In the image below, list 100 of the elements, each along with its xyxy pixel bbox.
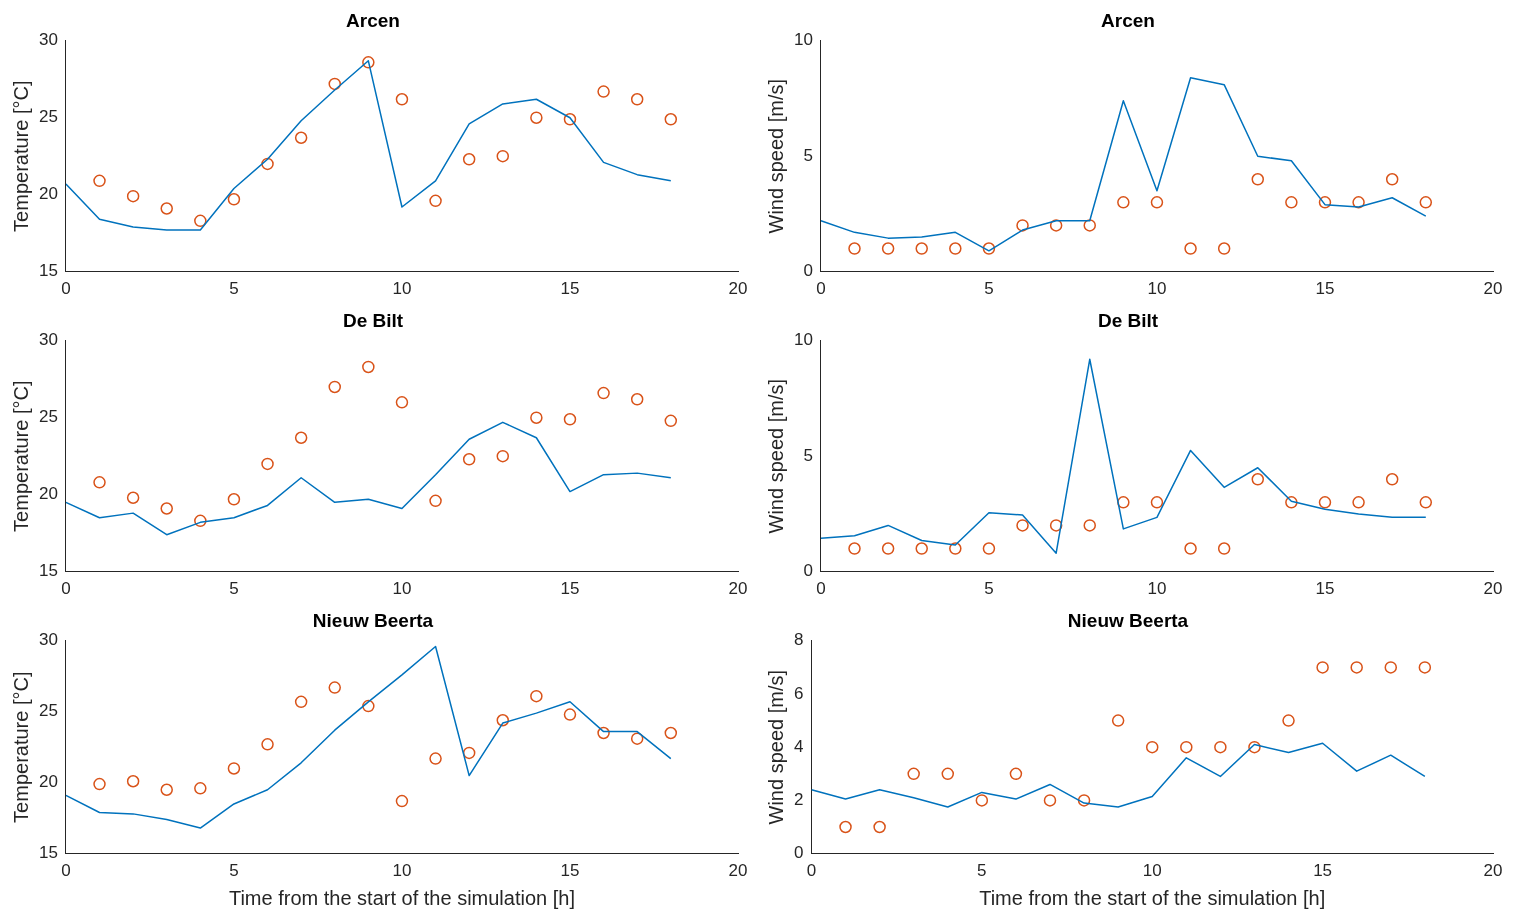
x-tick-label: 0 bbox=[61, 579, 71, 599]
point bbox=[949, 542, 962, 555]
y-tick-label: 20 bbox=[38, 184, 58, 204]
point bbox=[630, 732, 644, 745]
point bbox=[1352, 196, 1365, 209]
point bbox=[126, 189, 140, 203]
point bbox=[429, 194, 442, 208]
x-tick-label: 20 bbox=[1483, 579, 1503, 599]
point bbox=[839, 820, 852, 834]
point bbox=[1285, 196, 1298, 209]
point bbox=[462, 153, 476, 166]
point bbox=[1318, 496, 1332, 509]
point bbox=[630, 393, 644, 406]
point bbox=[294, 695, 308, 709]
chart-title: Nieuw Beerta bbox=[1067, 609, 1189, 631]
x-tick-label: 0 bbox=[816, 279, 826, 299]
point bbox=[194, 214, 207, 228]
point bbox=[597, 85, 610, 98]
point bbox=[227, 493, 241, 506]
x-tick-label: 15 bbox=[1313, 861, 1333, 881]
point bbox=[848, 242, 861, 255]
point bbox=[873, 820, 886, 834]
point bbox=[194, 514, 207, 528]
x-axis-title: Time from the start of the simulation [h] bbox=[228, 886, 575, 909]
x-tick-label: 5 bbox=[977, 861, 987, 881]
chart-title: De Bilt bbox=[342, 309, 404, 331]
y-tick-label: 25 bbox=[38, 107, 58, 127]
y-tick-label: 10 bbox=[793, 30, 813, 50]
point bbox=[941, 767, 955, 781]
y-tick-label: 30 bbox=[38, 630, 58, 650]
point bbox=[530, 411, 543, 424]
point bbox=[975, 794, 989, 807]
point bbox=[429, 752, 442, 765]
point bbox=[261, 457, 274, 471]
point bbox=[881, 542, 895, 555]
point bbox=[93, 777, 106, 791]
x-tick-label: 20 bbox=[1483, 279, 1503, 299]
point bbox=[1184, 542, 1197, 555]
x-tick-label: 15 bbox=[1315, 579, 1335, 599]
point bbox=[1150, 496, 1164, 509]
point bbox=[1248, 740, 1261, 754]
point bbox=[261, 738, 274, 751]
point bbox=[1117, 496, 1130, 509]
x-tick-label: 5 bbox=[984, 279, 994, 299]
point bbox=[1418, 661, 1432, 674]
y-tick-label: 5 bbox=[803, 445, 813, 465]
point bbox=[160, 502, 173, 515]
y-tick-label: 0 bbox=[793, 843, 804, 863]
y-tick-label: 2 bbox=[793, 790, 804, 810]
point bbox=[1145, 740, 1159, 754]
point bbox=[664, 726, 678, 740]
y-tick-label: 15 bbox=[38, 843, 58, 863]
point bbox=[1083, 519, 1096, 532]
point bbox=[1282, 714, 1295, 727]
x-tick-label: 5 bbox=[229, 279, 239, 299]
point bbox=[664, 113, 678, 126]
y-tick-label: 30 bbox=[38, 330, 58, 350]
y-tick-label: 0 bbox=[803, 561, 813, 581]
point bbox=[1049, 519, 1063, 532]
point bbox=[93, 476, 106, 489]
point bbox=[664, 414, 678, 428]
y-tick-label: 10 bbox=[793, 330, 813, 350]
x-tick-label: 5 bbox=[229, 861, 239, 881]
point bbox=[1016, 219, 1029, 232]
x-tick-label: 10 bbox=[1147, 579, 1167, 599]
point bbox=[160, 783, 173, 797]
point bbox=[93, 174, 106, 188]
point bbox=[1419, 196, 1433, 209]
x-tick-label: 20 bbox=[728, 579, 748, 599]
point bbox=[1150, 196, 1164, 209]
point bbox=[982, 242, 996, 255]
chart-title: Arcen bbox=[1101, 9, 1155, 31]
point bbox=[261, 157, 274, 171]
x-tick-label: 10 bbox=[1147, 279, 1167, 299]
x-tick-label: 15 bbox=[560, 279, 580, 299]
point bbox=[1217, 542, 1231, 555]
point bbox=[294, 131, 308, 144]
point bbox=[1111, 714, 1125, 727]
point bbox=[915, 242, 928, 255]
point bbox=[496, 149, 510, 163]
point bbox=[597, 726, 610, 740]
point bbox=[227, 762, 241, 775]
point bbox=[1184, 242, 1197, 255]
point bbox=[563, 113, 577, 126]
point bbox=[362, 56, 375, 69]
point bbox=[126, 491, 140, 504]
chart-title: Arcen bbox=[346, 9, 400, 31]
y-tick-label: 4 bbox=[793, 736, 804, 756]
point bbox=[597, 386, 610, 400]
point bbox=[395, 794, 409, 808]
point bbox=[1214, 740, 1227, 754]
point bbox=[496, 449, 510, 463]
x-tick-label: 10 bbox=[392, 279, 412, 299]
point bbox=[395, 396, 409, 409]
x-tick-label: 10 bbox=[392, 861, 412, 881]
x-tick-label: 0 bbox=[61, 279, 71, 299]
x-tick-label: 20 bbox=[728, 279, 748, 299]
point bbox=[1318, 196, 1332, 209]
point bbox=[462, 453, 476, 466]
point bbox=[1251, 173, 1265, 186]
